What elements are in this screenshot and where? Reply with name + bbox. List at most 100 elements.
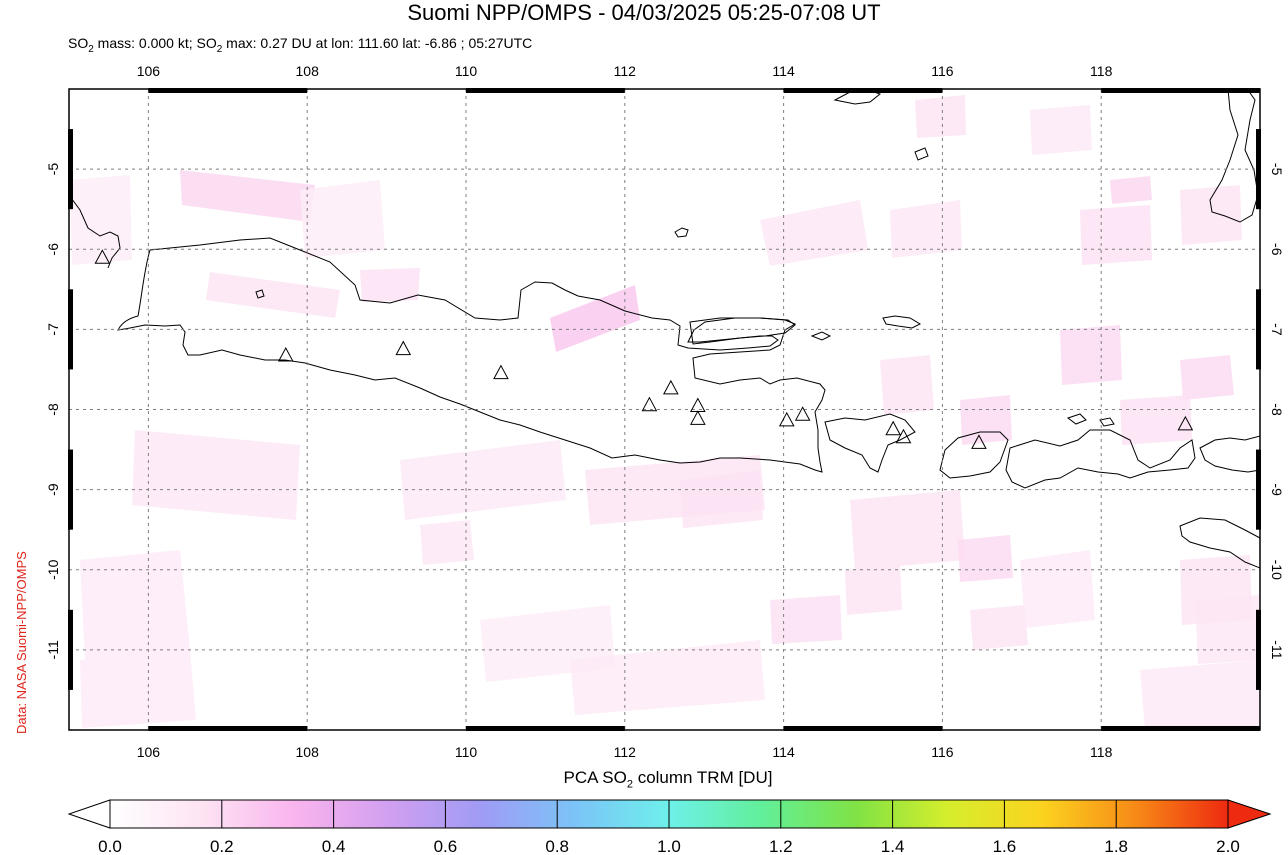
- coastline-kangean: [882, 315, 922, 329]
- so2-pixel-layer: [70, 95, 1260, 730]
- map-frame: [68, 88, 1261, 731]
- lon-tick-label-bottom: 116: [931, 744, 954, 760]
- so2-pixel: [400, 440, 566, 520]
- lon-tick-label-top: 116: [931, 63, 954, 79]
- so2-pixel: [680, 470, 763, 528]
- colorbar-tick-label: 1.0: [657, 837, 681, 855]
- so2-pixel: [206, 272, 340, 318]
- coastline-java: [117, 237, 826, 473]
- frame-bar-left: [68, 289, 73, 370]
- volcano-marker: [895, 428, 912, 444]
- grid-lines: [69, 89, 1260, 730]
- colorbar-tick-label: 0.4: [322, 837, 346, 855]
- subtitle-part-mass: mass: 0.000 kt; SO: [93, 35, 217, 51]
- coastline-flores: [1199, 435, 1260, 473]
- subtitle-subscript: 2: [88, 43, 94, 55]
- so2-pixel: [1110, 176, 1152, 204]
- colorbar-tick-label: 0.6: [434, 837, 458, 855]
- lon-tick-label-top: 114: [772, 63, 795, 79]
- colorbar-high-extend: [1227, 799, 1272, 829]
- lat-tick-label-right: -7: [1269, 323, 1285, 336]
- colorbar: 0.0 0.2 0.4 0.6 0.8 1.0 1.2 1.4 1.6 1.8 2.0: [67, 799, 1272, 855]
- so2-pixel: [970, 605, 1028, 650]
- frame-bar-top: [148, 88, 308, 93]
- frame-bar-right: [1256, 129, 1261, 210]
- colorbar-tick-label: 2.0: [1216, 837, 1240, 855]
- lon-tick-label-top: 112: [614, 63, 637, 79]
- frame-bar-bottom: [1101, 726, 1260, 731]
- so2-pixel: [880, 355, 934, 415]
- chart-subtitle: SO2 mass: 0.000 kt; SO2 max: 0.27 DU at …: [68, 34, 532, 59]
- lat-tick-label-right: -10: [1269, 560, 1285, 580]
- lon-tick-label-bottom: 112: [614, 744, 637, 760]
- lon-tick-label-top: 118: [1090, 63, 1113, 79]
- volcano-marker: [778, 411, 795, 427]
- volcano-marker: [94, 249, 111, 264]
- colorbar-low-extend: [67, 799, 111, 829]
- subtitle-part-so2: SO: [68, 35, 89, 51]
- coastline-sulawesi: [1209, 89, 1259, 223]
- frame-bar-left: [68, 609, 73, 690]
- so2-pixel: [890, 200, 962, 258]
- lon-tick-label-bottom: 108: [296, 744, 320, 760]
- subtitle-part-max: max: 0.27 DU at lon: 111.60 lat: -6.86 ;…: [222, 35, 533, 51]
- volcano-marker: [277, 346, 294, 362]
- volcano-marker: [1177, 415, 1194, 431]
- lat-tick-label-right: -6: [1269, 243, 1285, 256]
- coastline-bali: [824, 413, 916, 473]
- colorbar-tick-label: 1.2: [769, 837, 793, 855]
- so2-pixel: [550, 285, 640, 352]
- coastline-islet: [810, 331, 832, 341]
- colorbar-label-a: PCA SO: [563, 768, 627, 787]
- lon-tick-label-top: 108: [296, 63, 320, 79]
- frame-bar-right: [1256, 449, 1261, 530]
- so2-pixel: [1140, 660, 1260, 730]
- coastline-islet: [1066, 413, 1087, 425]
- lon-tick-label-top: 106: [137, 63, 161, 79]
- frame-bar-left: [68, 449, 73, 530]
- so2-pixel: [770, 595, 842, 644]
- volcano-layer: [94, 249, 1194, 449]
- volcano-marker: [971, 434, 987, 449]
- subtitle-subscript-2: 2: [216, 43, 223, 55]
- coastline-layer: [69, 89, 1260, 569]
- so2-pixel: [958, 535, 1013, 582]
- coastline-sumatra: [69, 194, 121, 269]
- so2-pixel: [845, 565, 902, 615]
- so2-pixel: [80, 650, 196, 728]
- frame-bar-bottom: [783, 726, 943, 731]
- so2-pixel: [300, 180, 385, 258]
- so2-pixel: [915, 95, 966, 138]
- coastline-sumba: [1179, 517, 1260, 569]
- so2-pixel: [570, 640, 765, 715]
- lat-tick-label-left: -9: [45, 483, 61, 496]
- volcano-marker: [395, 340, 412, 356]
- coastline-islet: [255, 289, 265, 299]
- coastline-lombok: [939, 431, 1009, 479]
- coastline-islet: [1099, 417, 1115, 427]
- colorbar-tick-label: 0.0: [98, 837, 122, 855]
- lat-tick-label-left: -11: [45, 640, 61, 659]
- lat-tick-label-right: -5: [1269, 163, 1285, 176]
- so2-pixel: [80, 550, 190, 660]
- frame-bar-top: [1101, 88, 1260, 93]
- frame-bar-bottom: [466, 726, 625, 731]
- coastline-islet: [914, 147, 929, 161]
- lon-tick-label-bottom: 106: [137, 744, 161, 760]
- lon-tick-label-bottom: 110: [455, 744, 478, 760]
- frame-bar-top: [466, 88, 625, 93]
- so2-pixel: [1030, 105, 1092, 155]
- lat-tick-label-left: -10: [45, 559, 61, 579]
- colorbar-tick-label: 1.4: [881, 837, 905, 855]
- lat-tick-label-left: -7: [45, 323, 61, 336]
- frame-bar-right: [1256, 609, 1261, 690]
- lat-tick-label-left: -5: [45, 163, 61, 176]
- so2-pixel: [1180, 185, 1242, 245]
- so2-pixel: [760, 200, 868, 266]
- lat-tick-label-left: -8: [45, 403, 61, 416]
- so2-pixel: [1195, 595, 1260, 664]
- so2-pixel: [1060, 325, 1122, 385]
- so2-pixel: [360, 268, 420, 302]
- colorbar-label-b: column TRM [DU]: [632, 768, 773, 787]
- colorbar-tick-label: 0.2: [210, 837, 234, 855]
